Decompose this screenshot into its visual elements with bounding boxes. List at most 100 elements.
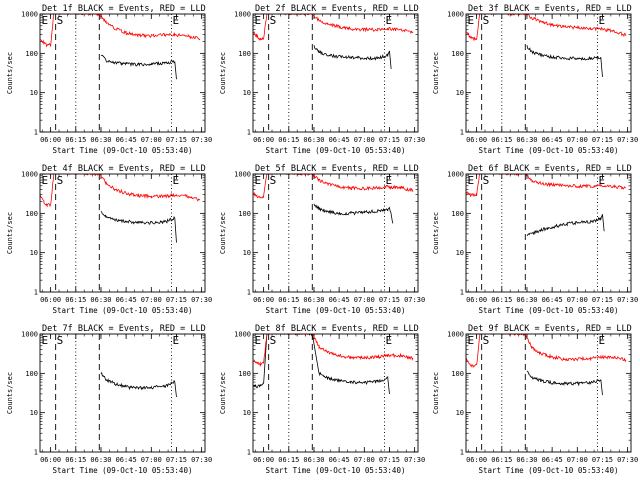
events-series-line — [100, 54, 177, 80]
detector-panel: Det 1f BLACK = Events, RED = LLD Counts/s… — [6, 4, 212, 155]
x-tick-label: 06:00 — [40, 456, 61, 464]
y-tick-label: 100 — [451, 370, 464, 378]
x-tick-label: 06:00 — [40, 136, 61, 144]
plot-frame — [465, 173, 632, 293]
x-tick-label: 07:00 — [567, 296, 588, 304]
x-tick-label: 07:30 — [191, 456, 212, 464]
events-series-line — [313, 203, 394, 224]
x-tick-label: 06:00 — [253, 136, 274, 144]
event-marker-label: S — [270, 14, 277, 27]
x-tick-label: 06:30 — [516, 296, 537, 304]
x-tick-label: 06:30 — [303, 136, 324, 144]
y-tick-label: 1 — [247, 289, 251, 297]
y-tick-label: 100 — [25, 370, 38, 378]
x-tick-label: 06:45 — [116, 456, 137, 464]
y-tick-label: 1 — [247, 449, 251, 457]
x-tick-label: 07:00 — [354, 136, 375, 144]
events-series-line — [313, 45, 392, 70]
events-series-line — [100, 371, 177, 398]
x-tick-label: 06:15 — [491, 136, 512, 144]
panel-title: Det 7f BLACK = Events, RED = LLD — [42, 324, 206, 334]
y-tick-label: 1 — [34, 289, 38, 297]
x-tick-label: 06:15 — [278, 136, 299, 144]
plot-frame — [252, 173, 419, 293]
y-tick-label: 10 — [30, 89, 38, 97]
x-axis-label: Start Time (09-Oct-10 05:53:40) — [53, 306, 193, 315]
detector-panel: Det 2f BLACK = Events, RED = LLD Counts/s… — [219, 4, 425, 155]
y-tick-label: 1000 — [21, 11, 38, 19]
event-marker-label: E — [42, 14, 49, 27]
lld-series-line — [40, 174, 201, 207]
y-tick-label: 1 — [34, 449, 38, 457]
x-tick-label: 07:00 — [354, 296, 375, 304]
lld-series-line — [466, 14, 627, 42]
panel-title: Det 8f BLACK = Events, RED = LLD — [255, 324, 419, 334]
x-tick-label: 06:00 — [466, 296, 487, 304]
x-axis-label: Start Time (09-Oct-10 05:53:40) — [53, 146, 193, 155]
x-tick-label: 07:15 — [592, 136, 613, 144]
x-tick-label: 07:00 — [567, 136, 588, 144]
y-tick-label: 100 — [25, 210, 38, 218]
plot-frame — [39, 173, 206, 293]
x-axis-label: Start Time (09-Oct-10 05:53:40) — [266, 306, 406, 315]
event-marker-label: E — [468, 174, 475, 187]
event-marker-label: E — [468, 334, 475, 347]
x-tick-label: 06:30 — [303, 456, 324, 464]
events-series-line — [253, 334, 390, 394]
event-marker-label: E — [598, 14, 605, 27]
x-tick-label: 06:30 — [90, 456, 111, 464]
y-tick-label: 1 — [460, 449, 464, 457]
y-tick-label: 1 — [460, 289, 464, 297]
x-tick-label: 06:15 — [491, 296, 512, 304]
y-tick-label: 10 — [30, 249, 38, 257]
event-marker-label: E — [598, 334, 605, 347]
plot-frame — [39, 13, 206, 133]
x-tick-label: 07:15 — [379, 456, 400, 464]
plot-frame — [252, 333, 419, 453]
x-tick-label: 07:00 — [141, 136, 162, 144]
panel-title: Det 1f BLACK = Events, RED = LLD — [42, 4, 206, 14]
y-tick-label: 100 — [238, 50, 251, 58]
x-tick-label: 06:15 — [278, 456, 299, 464]
y-tick-label: 1000 — [234, 171, 251, 179]
event-marker-label: E — [468, 14, 475, 27]
event-marker-label: E — [172, 174, 179, 187]
y-axis-label: Counts/sec — [432, 212, 440, 254]
x-tick-label: 07:15 — [166, 456, 187, 464]
x-tick-label: 06:45 — [116, 296, 137, 304]
x-axis-label: Start Time (09-Oct-10 05:53:40) — [479, 306, 619, 315]
panel-title: Det 5f BLACK = Events, RED = LLD — [255, 164, 419, 174]
event-marker-label: E — [42, 334, 49, 347]
y-tick-label: 1000 — [234, 331, 251, 339]
panel-title: Det 4f BLACK = Events, RED = LLD — [42, 164, 206, 174]
y-tick-label: 100 — [25, 50, 38, 58]
x-tick-label: 06:00 — [40, 296, 61, 304]
event-marker-label: E — [172, 334, 179, 347]
x-tick-label: 06:45 — [542, 136, 563, 144]
y-axis-label: Counts/sec — [219, 372, 227, 414]
event-marker-label: S — [57, 334, 64, 347]
x-tick-label: 07:15 — [379, 136, 400, 144]
event-marker-label: S — [483, 174, 490, 187]
lld-series-line — [466, 334, 627, 368]
detector-panel: Det 3f BLACK = Events, RED = LLD Counts/s… — [432, 4, 638, 155]
y-axis-label: Counts/sec — [6, 212, 14, 254]
lld-series-line — [40, 14, 201, 48]
x-tick-label: 06:15 — [65, 296, 86, 304]
detector-panel: Det 9f BLACK = Events, RED = LLD Counts/s… — [432, 324, 638, 475]
x-tick-label: 06:15 — [491, 456, 512, 464]
lld-series-line — [466, 174, 627, 198]
y-tick-label: 1 — [247, 129, 251, 137]
lld-series-line — [253, 334, 414, 367]
x-tick-label: 06:30 — [516, 456, 537, 464]
y-tick-label: 1000 — [21, 331, 38, 339]
y-tick-label: 100 — [238, 370, 251, 378]
x-tick-label: 07:15 — [592, 456, 613, 464]
events-series-line — [100, 211, 177, 243]
x-tick-label: 07:30 — [617, 456, 638, 464]
x-tick-label: 06:45 — [329, 456, 350, 464]
detector-panel: Det 4f BLACK = Events, RED = LLD Counts/s… — [6, 164, 212, 315]
y-axis-label: Counts/sec — [432, 372, 440, 414]
y-tick-label: 1000 — [447, 171, 464, 179]
